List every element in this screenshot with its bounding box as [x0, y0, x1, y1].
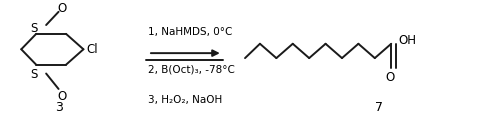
Text: 2, B(Oct)₃, -78°C: 2, B(Oct)₃, -78°C: [148, 65, 235, 75]
Text: O: O: [58, 2, 66, 15]
Text: 3: 3: [54, 101, 62, 114]
Text: 7: 7: [376, 101, 384, 114]
Text: OH: OH: [398, 34, 416, 47]
Text: Cl: Cl: [86, 43, 98, 56]
Text: S: S: [30, 22, 38, 35]
Text: 3, H₂O₂, NaOH: 3, H₂O₂, NaOH: [148, 95, 222, 105]
Text: O: O: [386, 71, 395, 84]
Text: 1, NaHMDS, 0°C: 1, NaHMDS, 0°C: [148, 27, 232, 37]
Text: O: O: [58, 90, 66, 103]
Text: S: S: [30, 68, 38, 81]
